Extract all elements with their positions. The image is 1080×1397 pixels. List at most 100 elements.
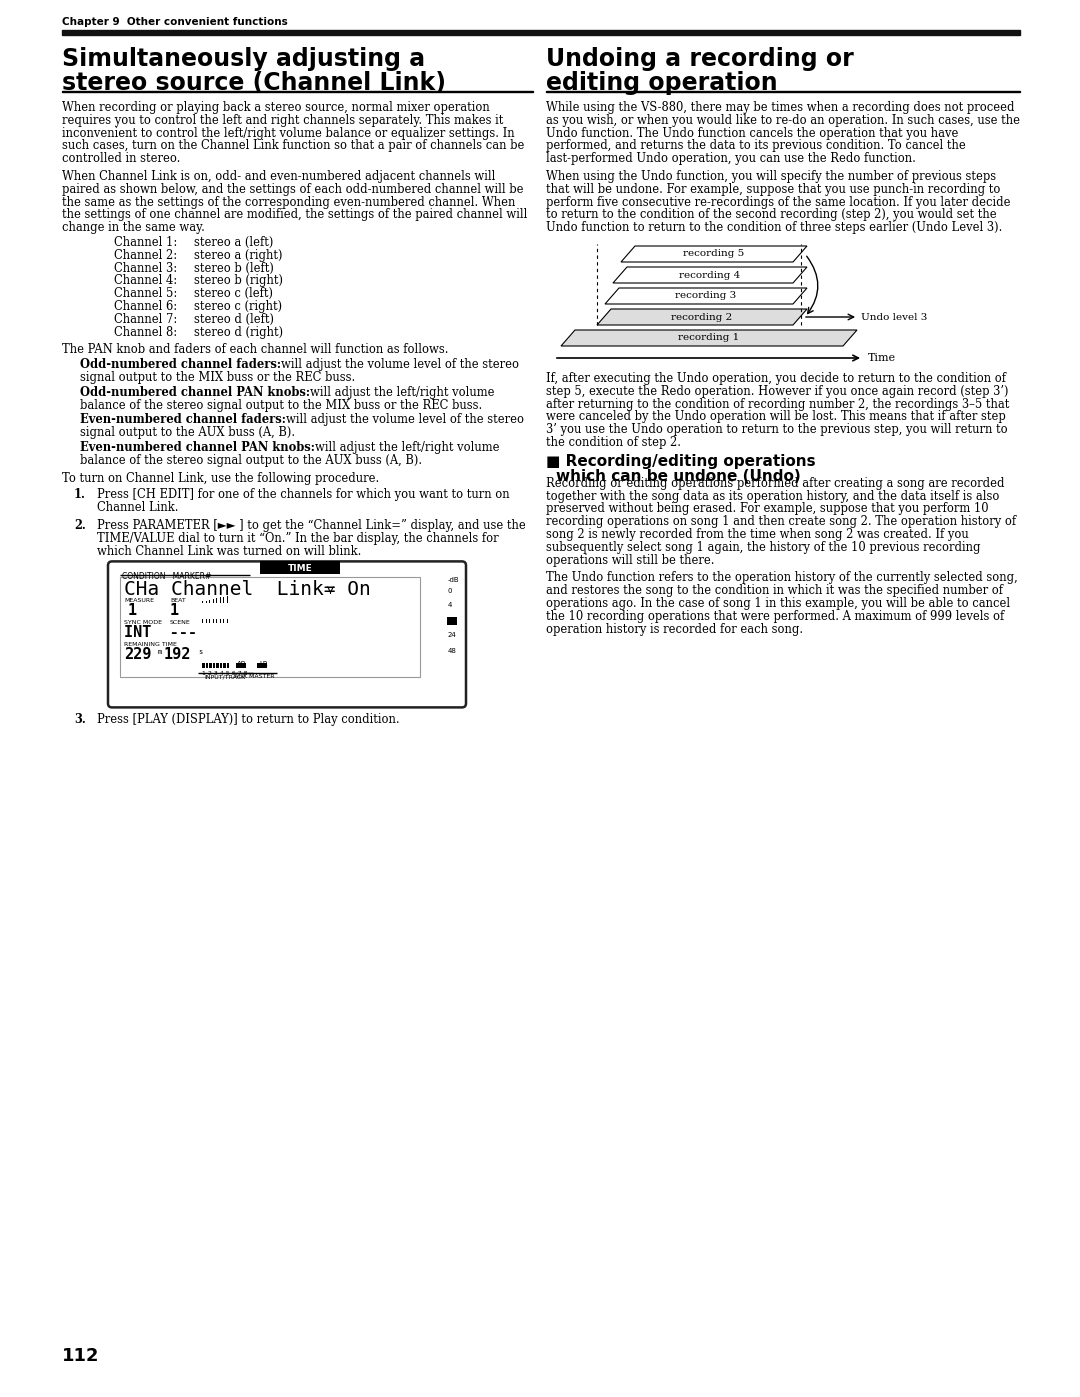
Text: 48: 48 — [448, 648, 457, 654]
Bar — [210, 599, 211, 604]
Text: operations will still be there.: operations will still be there. — [546, 553, 715, 567]
Text: recording 5: recording 5 — [684, 250, 744, 258]
Bar — [120, 577, 420, 678]
Text: Odd-numbered channel faders:: Odd-numbered channel faders: — [80, 358, 281, 372]
Text: ■ Recording/editing operations: ■ Recording/editing operations — [546, 454, 815, 469]
Text: 112: 112 — [62, 1347, 99, 1365]
Text: stereo d (right): stereo d (right) — [194, 326, 283, 338]
Text: Undo level 3: Undo level 3 — [861, 313, 928, 321]
Bar — [202, 601, 203, 604]
Polygon shape — [561, 330, 858, 346]
Text: operations ago. In the case of song 1 in this example, you will be able to cance: operations ago. In the case of song 1 in… — [546, 597, 1010, 610]
Text: song 2 is newly recorded from the time when song 2 was created. If you: song 2 is newly recorded from the time w… — [546, 528, 969, 541]
Bar — [210, 664, 212, 668]
Text: will adjust the left/right volume: will adjust the left/right volume — [315, 441, 499, 454]
Text: balance of the stereo signal output to the AUX buss (A, B).: balance of the stereo signal output to t… — [80, 454, 422, 467]
Text: Channel 6:: Channel 6: — [114, 300, 177, 313]
Text: 24: 24 — [448, 633, 457, 638]
Text: stereo b (left): stereo b (left) — [194, 261, 274, 275]
Text: stereo a (right): stereo a (right) — [194, 249, 283, 261]
Text: INPUT/TRACK: INPUT/TRACK — [204, 675, 245, 679]
Text: 3’ you use the Undo operation to return to the previous step, you will return to: 3’ you use the Undo operation to return … — [546, 423, 1008, 436]
Text: When using the Undo function, you will specify the number of previous steps: When using the Undo function, you will s… — [546, 170, 996, 183]
Text: recording 2: recording 2 — [672, 313, 732, 321]
Text: were canceled by the Undo operation will be lost. This means that if after step: were canceled by the Undo operation will… — [546, 411, 1005, 423]
Text: paired as shown below, and the settings of each odd-numbered channel will be: paired as shown below, and the settings … — [62, 183, 524, 196]
Text: the same as the settings of the corresponding even-numbered channel. When: the same as the settings of the correspo… — [62, 196, 515, 208]
Bar — [205, 664, 208, 668]
Text: AUX MASTER: AUX MASTER — [233, 675, 274, 679]
Text: Channel Link.: Channel Link. — [97, 502, 178, 514]
Text: signal output to the MIX buss or the REC buss.: signal output to the MIX buss or the REC… — [80, 372, 355, 384]
Text: Even-numbered channel PAN knobs:: Even-numbered channel PAN knobs: — [80, 441, 315, 454]
Text: INT  ---: INT --- — [124, 626, 197, 640]
Text: Channel 4:: Channel 4: — [114, 274, 177, 288]
Text: requires you to control the left and right channels separately. This makes it: requires you to control the left and rig… — [62, 113, 503, 127]
Text: Undoing a recording or: Undoing a recording or — [546, 47, 854, 71]
Text: subsequently select song 1 again, the history of the 10 previous recording: subsequently select song 1 again, the hi… — [546, 541, 981, 553]
Text: which Channel Link was turned on will blink.: which Channel Link was turned on will bl… — [97, 545, 362, 557]
Text: Channel 2:: Channel 2: — [114, 249, 177, 261]
Text: the condition of step 2.: the condition of step 2. — [546, 436, 681, 448]
Text: If, after executing the Undo operation, you decide to return to the condition of: If, after executing the Undo operation, … — [546, 372, 1005, 386]
Text: 1 2 3 4 5 6 7 8: 1 2 3 4 5 6 7 8 — [202, 672, 247, 676]
Bar — [216, 664, 218, 668]
Text: stereo c (right): stereo c (right) — [194, 300, 282, 313]
Text: SYNC MODE: SYNC MODE — [124, 620, 162, 626]
Text: will adjust the volume level of the stereo: will adjust the volume level of the ster… — [281, 358, 519, 372]
Bar — [216, 619, 217, 623]
Bar — [216, 598, 217, 604]
Text: Channel 8:: Channel 8: — [114, 326, 177, 338]
Text: SCENE: SCENE — [170, 620, 191, 626]
Text: Simultaneously adjusting a: Simultaneously adjusting a — [62, 47, 426, 71]
Bar — [202, 664, 204, 668]
Bar — [260, 562, 340, 574]
Text: editing operation: editing operation — [546, 71, 778, 95]
Bar — [447, 617, 457, 626]
Text: step 5, execute the Redo operation. However if you once again record (step 3’): step 5, execute the Redo operation. Howe… — [546, 384, 1009, 398]
Text: The PAN knob and faders of each channel will function as follows.: The PAN knob and faders of each channel … — [62, 344, 448, 356]
Text: stereo source (Channel Link): stereo source (Channel Link) — [62, 71, 446, 95]
Text: performed, and returns the data to its previous condition. To cancel the: performed, and returns the data to its p… — [546, 140, 966, 152]
Text: inconvenient to control the left/right volume balance or equalizer settings. In: inconvenient to control the left/right v… — [62, 127, 515, 140]
Text: the settings of one channel are modified, the settings of the paired channel wil: the settings of one channel are modified… — [62, 208, 527, 221]
Bar — [62, 29, 1020, 35]
Text: together with the song data as its operation history, and the data itself is als: together with the song data as its opera… — [546, 489, 999, 503]
Text: as you wish, or when you would like to re-do an operation. In such cases, use th: as you wish, or when you would like to r… — [546, 113, 1020, 127]
Bar — [227, 664, 229, 668]
Text: and restores the song to the condition in which it was the specified number of: and restores the song to the condition i… — [546, 584, 1003, 597]
Text: Even-numbered channel faders:: Even-numbered channel faders: — [80, 414, 286, 426]
Text: stereo c (left): stereo c (left) — [194, 288, 273, 300]
Text: operation history is recorded for each song.: operation history is recorded for each s… — [546, 623, 804, 636]
Text: will adjust the left/right volume: will adjust the left/right volume — [310, 386, 495, 398]
Text: To turn on Channel Link, use the following procedure.: To turn on Channel Link, use the followi… — [62, 472, 379, 485]
Text: controlled in stereo.: controlled in stereo. — [62, 152, 180, 165]
Text: Recording or editing operations performed after creating a song are recorded: Recording or editing operations performe… — [546, 476, 1004, 490]
Text: CONDITION   MARKER#: CONDITION MARKER# — [122, 573, 212, 581]
Text: Chapter 9  Other convenient functions: Chapter 9 Other convenient functions — [62, 17, 287, 27]
Text: When recording or playing back a stereo source, normal mixer operation: When recording or playing back a stereo … — [62, 101, 489, 115]
Text: Press PARAMETER [►► ] to get the “Channel Link=” display, and use the: Press PARAMETER [►► ] to get the “Channe… — [97, 520, 526, 532]
Text: 3.: 3. — [75, 714, 85, 726]
Text: The Undo function refers to the operation history of the currently selected song: The Undo function refers to the operatio… — [546, 571, 1017, 584]
Bar — [222, 664, 226, 668]
Text: Undo function to return to the condition of three steps earlier (Undo Level 3).: Undo function to return to the condition… — [546, 221, 1002, 235]
Text: m: m — [158, 650, 162, 655]
Text: will adjust the volume level of the stereo: will adjust the volume level of the ster… — [286, 414, 524, 426]
Bar — [227, 619, 228, 623]
Text: Channel 7:: Channel 7: — [114, 313, 177, 326]
Text: balance of the stereo signal output to the MIX buss or the REC buss.: balance of the stereo signal output to t… — [80, 398, 483, 412]
Text: AB: AB — [237, 661, 246, 668]
FancyBboxPatch shape — [108, 562, 465, 707]
Text: recording 3: recording 3 — [675, 292, 737, 300]
Text: CHa Channel  Link= On: CHa Channel Link= On — [124, 580, 370, 599]
Text: after returning to the condition of recording number 2, the recordings 3–5 that: after returning to the condition of reco… — [546, 398, 1010, 411]
Text: recording operations on song 1 and then create song 2. The operation history of: recording operations on song 1 and then … — [546, 515, 1016, 528]
Polygon shape — [621, 246, 807, 263]
Text: which can be undone (Undo): which can be undone (Undo) — [556, 469, 800, 483]
Text: Odd-numbered channel PAN knobs:: Odd-numbered channel PAN knobs: — [80, 386, 310, 398]
Text: such cases, turn on the Channel Link function so that a pair of channels can be: such cases, turn on the Channel Link fun… — [62, 140, 525, 152]
Text: to return to the condition of the second recording (step 2), you would set the: to return to the condition of the second… — [546, 208, 997, 221]
Bar — [237, 664, 246, 668]
Text: While using the VS-880, there may be times when a recording does not proceed: While using the VS-880, there may be tim… — [546, 101, 1014, 115]
